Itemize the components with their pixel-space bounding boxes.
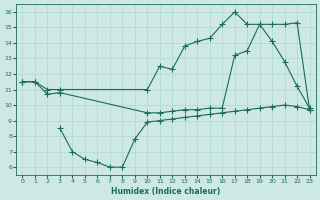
X-axis label: Humidex (Indice chaleur): Humidex (Indice chaleur) <box>111 187 221 196</box>
